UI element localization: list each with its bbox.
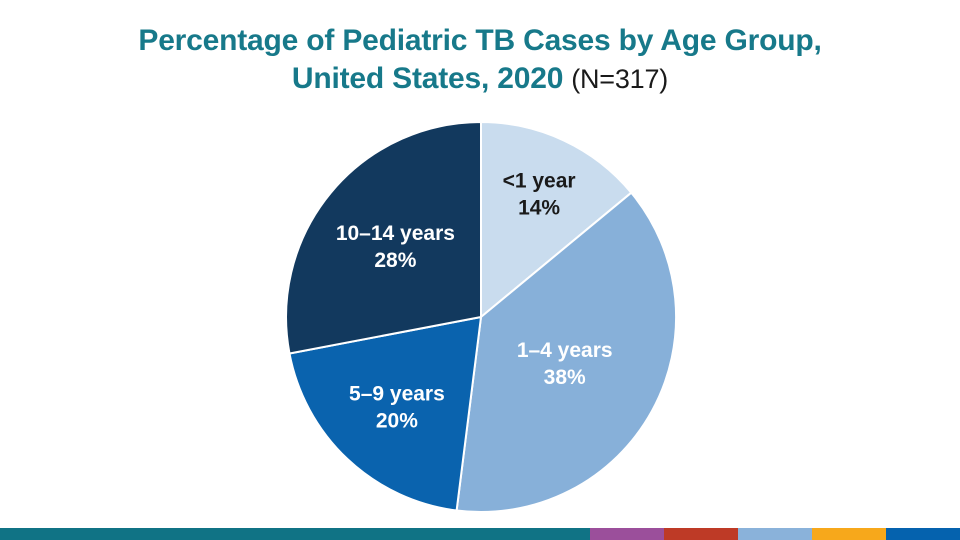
title-line2-main: United States, 2020 [291, 62, 564, 95]
title-line1: Percentage of Pediatric TB Cases by Age … [138, 24, 822, 57]
pie-slice-1-year [480, 121, 633, 318]
footer-stripe-dark-blue [886, 528, 960, 540]
footer-stripe-teal [0, 528, 590, 540]
title-n-count: (N=317) [571, 64, 669, 94]
pie-label-5-9-years: 5–9 years 20% [349, 383, 445, 433]
chart-title: Percentage of Pediatric TB Cases by Age … [0, 22, 960, 98]
footer-stripe-orange [812, 528, 886, 540]
pie-label-10-14-years: 10–14 years 28% [336, 222, 455, 272]
pie-label-1-4-years: 1–4 years 38% [517, 339, 613, 389]
footer-stripe-light-blue [738, 528, 812, 540]
pie-slice-1-4-years [455, 191, 678, 514]
footer-stripe-red [664, 528, 738, 540]
pie-slice-5-9-years [288, 316, 482, 512]
pie-slice-10-14-years [285, 121, 482, 355]
footer-color-bar [0, 528, 960, 540]
pie-label-1-year: <1 year 14% [503, 170, 576, 220]
footer-stripe-purple [590, 528, 664, 540]
